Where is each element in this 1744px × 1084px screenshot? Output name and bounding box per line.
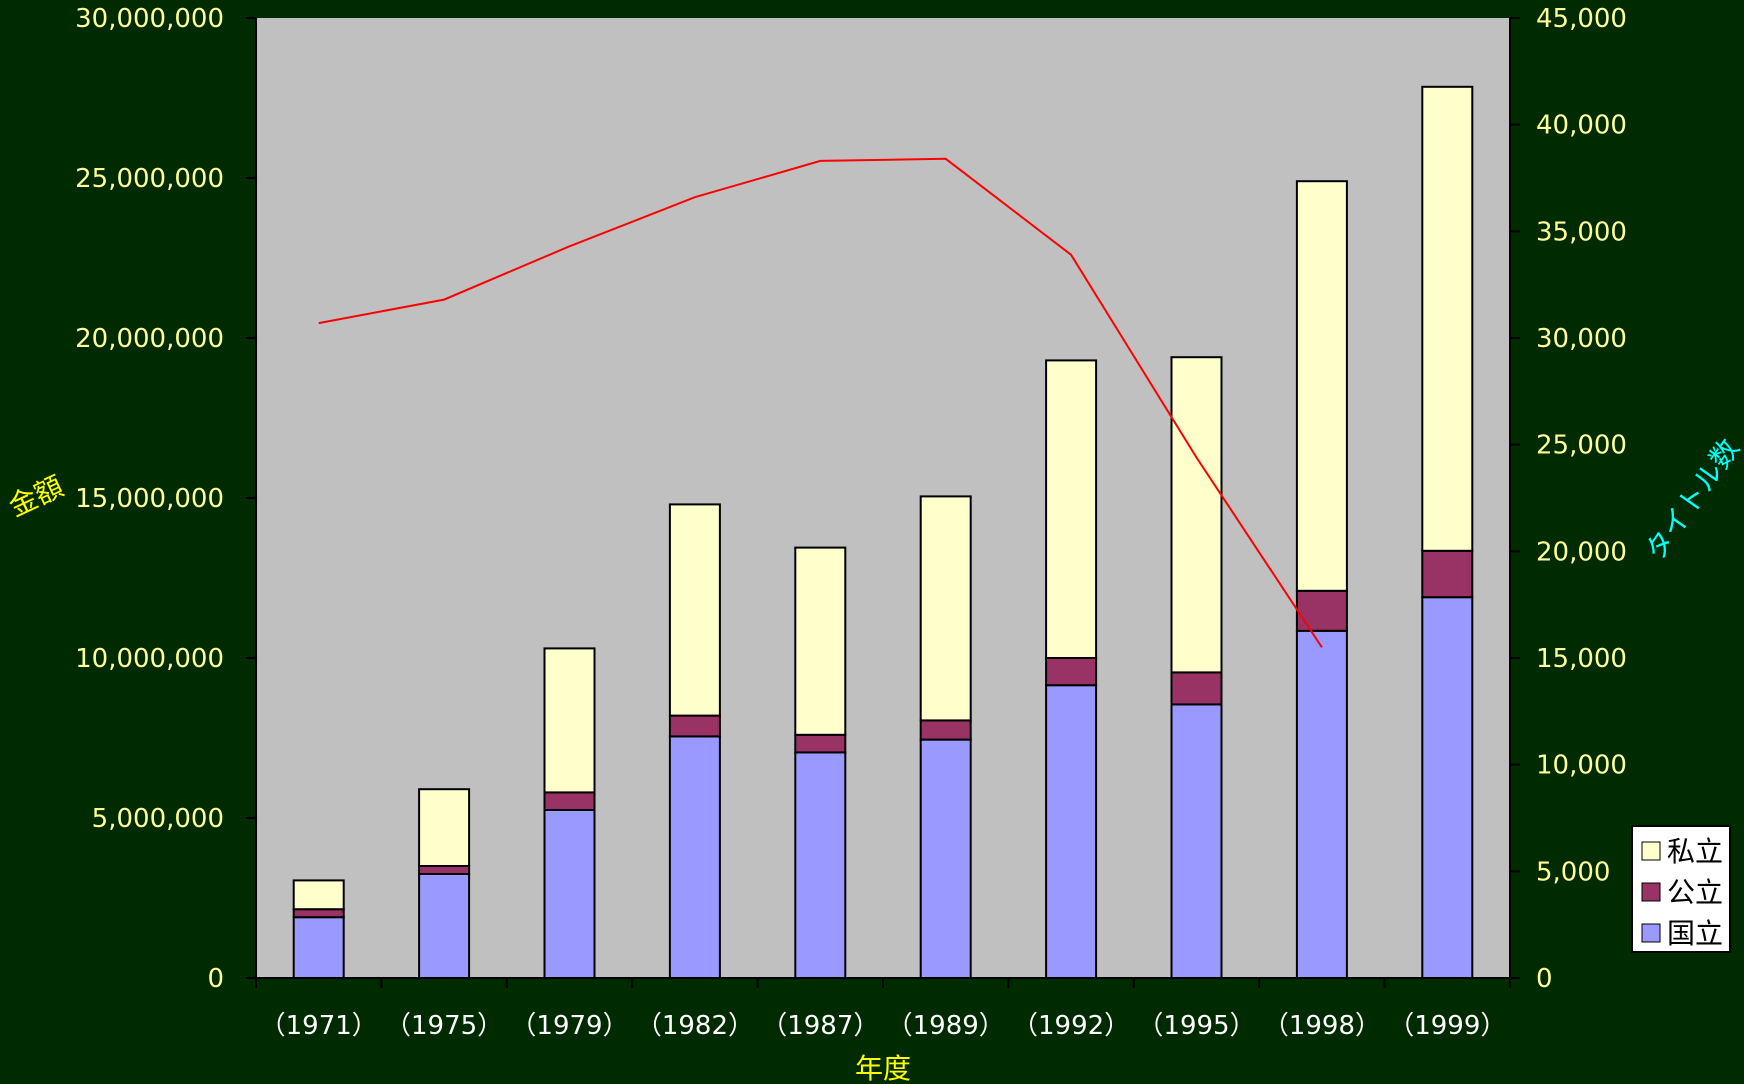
bar-segment-1 [418, 865, 471, 875]
x-tick-label: （1999） [1388, 1011, 1506, 1041]
y2-tick-label: 20,000 [1536, 537, 1627, 567]
x-tick-label: （1989） [887, 1011, 1005, 1041]
bar-segment-0 [668, 735, 721, 980]
y2-tick-label: 25,000 [1536, 431, 1627, 461]
y-tick-label: 25,000,000 [75, 164, 224, 194]
bar-segment-2 [919, 495, 972, 722]
left-axis-ticks: 0 5,000,000 10,000,000 15,000,000 20,000,000… [75, 4, 256, 994]
legend-swatch-private [1641, 841, 1661, 861]
bar-segment-0 [919, 738, 972, 979]
legend: 私立 公立 国立 [1631, 825, 1731, 953]
bar-segment-2 [418, 788, 471, 868]
y2-tick-label: 40,000 [1536, 111, 1627, 141]
bar-segment-1 [292, 908, 345, 919]
bar-segment-2 [668, 503, 721, 717]
bar-segment-1 [1170, 671, 1223, 706]
bar-segment-0 [1295, 629, 1348, 979]
legend-label-national: 国立 [1667, 917, 1723, 950]
bar-segment-2 [1170, 356, 1223, 674]
line-layer [318, 157, 1323, 648]
x-axis-ticks: （1971） （1975） （1979） （1982） （1987） （1989） （199… [255, 978, 1511, 1041]
y2-tick-label: 30,000 [1536, 324, 1627, 354]
bar-segment-1 [668, 714, 721, 738]
bar-segment-2 [1295, 180, 1348, 592]
legend-label-public: 公立 [1667, 876, 1723, 909]
bar-segment-2 [543, 647, 596, 794]
bar-segment-1 [794, 733, 847, 754]
title-count-line [318, 157, 1323, 648]
bar-segment-1 [1045, 657, 1098, 687]
y-tick-label: 5,000,000 [92, 804, 224, 834]
x-tick-label: （1975） [385, 1011, 503, 1041]
bar-segment-2 [1045, 359, 1098, 659]
bar-segment-0 [292, 916, 345, 980]
bar-segment-2 [1421, 85, 1474, 552]
legend-label-private: 私立 [1667, 835, 1723, 868]
y2-tick-label: 0 [1536, 964, 1553, 994]
x-tick-label: （1987） [761, 1011, 879, 1041]
bar-segment-0 [418, 873, 471, 979]
y-tick-label: 30,000,000 [75, 4, 224, 34]
y-tick-label: 0 [207, 964, 224, 994]
bar-segment-0 [794, 751, 847, 980]
bar-segment-0 [1045, 684, 1098, 979]
bar-segment-0 [1170, 703, 1223, 980]
y-tick-label: 15,000,000 [75, 484, 224, 514]
bar-segment-1 [1421, 549, 1474, 599]
x-tick-label: （1979） [510, 1011, 628, 1041]
bar-segment-2 [292, 879, 345, 911]
y2-tick-label: 10,000 [1536, 751, 1627, 781]
x-tick-label: （1992） [1012, 1011, 1130, 1041]
y2-tick-label: 45,000 [1536, 4, 1627, 34]
bar-segment-1 [543, 791, 596, 812]
bar-segment-2 [794, 546, 847, 736]
bar-segment-1 [919, 719, 972, 741]
x-tick-label: （1995） [1137, 1011, 1255, 1041]
legend-swatch-national [1641, 923, 1661, 943]
y2-tick-label: 5,000 [1536, 857, 1610, 887]
x-tick-label: （1982） [636, 1011, 754, 1041]
y2-tick-label: 35,000 [1536, 217, 1627, 247]
right-axis-ticks: 0 5,000 10,000 15,000 20,000 25,000 30,000 35,0… [1510, 4, 1627, 994]
legend-swatch-public [1641, 882, 1661, 902]
y2-tick-label: 15,000 [1536, 644, 1627, 674]
bar-segment-1 [1295, 589, 1348, 632]
y-tick-label: 20,000,000 [75, 324, 224, 354]
bar-segment-0 [543, 809, 596, 979]
bar-segment-0 [1421, 596, 1474, 979]
bars-layer [292, 85, 1474, 980]
x-tick-label: （1998） [1263, 1011, 1381, 1041]
x-tick-label: （1971） [260, 1011, 378, 1041]
x-axis-title: 年度 [855, 1052, 911, 1084]
y-tick-label: 10,000,000 [75, 644, 224, 674]
